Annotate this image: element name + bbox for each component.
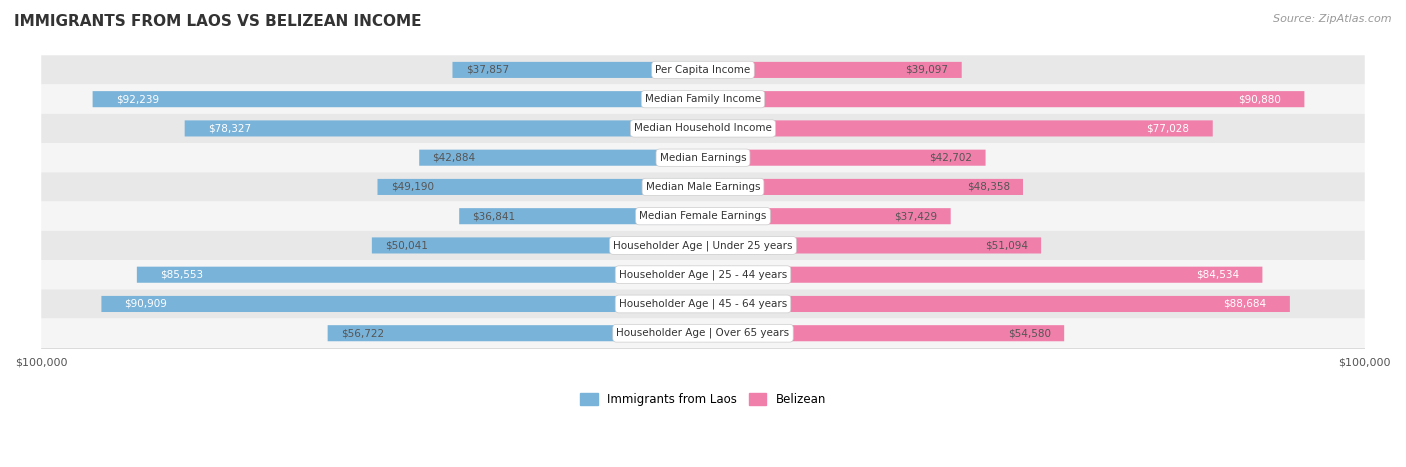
Legend: Immigrants from Laos, Belizean: Immigrants from Laos, Belizean [575, 388, 831, 410]
FancyBboxPatch shape [460, 208, 703, 224]
FancyBboxPatch shape [184, 120, 703, 136]
FancyBboxPatch shape [703, 208, 950, 224]
Text: $90,909: $90,909 [125, 299, 167, 309]
FancyBboxPatch shape [703, 325, 1064, 341]
FancyBboxPatch shape [41, 172, 1365, 202]
Text: $54,580: $54,580 [1008, 328, 1050, 338]
FancyBboxPatch shape [703, 179, 1024, 195]
Text: $84,534: $84,534 [1197, 270, 1239, 280]
Text: $37,857: $37,857 [465, 65, 509, 75]
Text: Householder Age | Under 25 years: Householder Age | Under 25 years [613, 240, 793, 251]
FancyBboxPatch shape [41, 114, 1365, 143]
Text: $36,841: $36,841 [472, 211, 516, 221]
Text: Householder Age | 45 - 64 years: Householder Age | 45 - 64 years [619, 299, 787, 309]
FancyBboxPatch shape [101, 296, 703, 312]
FancyBboxPatch shape [453, 62, 703, 78]
FancyBboxPatch shape [419, 149, 703, 166]
FancyBboxPatch shape [703, 120, 1213, 136]
Text: $39,097: $39,097 [905, 65, 949, 75]
Text: $37,429: $37,429 [894, 211, 938, 221]
Text: Source: ZipAtlas.com: Source: ZipAtlas.com [1274, 14, 1392, 24]
FancyBboxPatch shape [377, 179, 703, 195]
FancyBboxPatch shape [41, 202, 1365, 231]
Text: $85,553: $85,553 [160, 270, 202, 280]
Text: $50,041: $50,041 [385, 241, 427, 250]
Text: Median Family Income: Median Family Income [645, 94, 761, 104]
FancyBboxPatch shape [328, 325, 703, 341]
FancyBboxPatch shape [703, 267, 1263, 283]
FancyBboxPatch shape [703, 149, 986, 166]
Text: $51,094: $51,094 [984, 241, 1028, 250]
FancyBboxPatch shape [703, 237, 1040, 254]
FancyBboxPatch shape [703, 62, 962, 78]
FancyBboxPatch shape [703, 91, 1305, 107]
Text: Householder Age | Over 65 years: Householder Age | Over 65 years [616, 328, 790, 339]
Text: Median Earnings: Median Earnings [659, 153, 747, 163]
FancyBboxPatch shape [371, 237, 703, 254]
Text: Median Household Income: Median Household Income [634, 123, 772, 134]
FancyBboxPatch shape [41, 290, 1365, 318]
FancyBboxPatch shape [41, 260, 1365, 290]
Text: IMMIGRANTS FROM LAOS VS BELIZEAN INCOME: IMMIGRANTS FROM LAOS VS BELIZEAN INCOME [14, 14, 422, 29]
Text: $78,327: $78,327 [208, 123, 250, 134]
Text: Median Female Earnings: Median Female Earnings [640, 211, 766, 221]
Text: $48,358: $48,358 [967, 182, 1010, 192]
Text: $42,702: $42,702 [929, 153, 973, 163]
FancyBboxPatch shape [136, 267, 703, 283]
FancyBboxPatch shape [41, 231, 1365, 260]
FancyBboxPatch shape [41, 85, 1365, 114]
Text: $42,884: $42,884 [433, 153, 475, 163]
Text: $49,190: $49,190 [391, 182, 433, 192]
FancyBboxPatch shape [41, 318, 1365, 348]
Text: $90,880: $90,880 [1239, 94, 1281, 104]
Text: Householder Age | 25 - 44 years: Householder Age | 25 - 44 years [619, 269, 787, 280]
Text: Per Capita Income: Per Capita Income [655, 65, 751, 75]
Text: Median Male Earnings: Median Male Earnings [645, 182, 761, 192]
FancyBboxPatch shape [41, 143, 1365, 172]
Text: $92,239: $92,239 [115, 94, 159, 104]
FancyBboxPatch shape [93, 91, 703, 107]
Text: $56,722: $56,722 [340, 328, 384, 338]
FancyBboxPatch shape [703, 296, 1289, 312]
Text: $77,028: $77,028 [1146, 123, 1189, 134]
FancyBboxPatch shape [41, 55, 1365, 85]
Text: $88,684: $88,684 [1223, 299, 1267, 309]
